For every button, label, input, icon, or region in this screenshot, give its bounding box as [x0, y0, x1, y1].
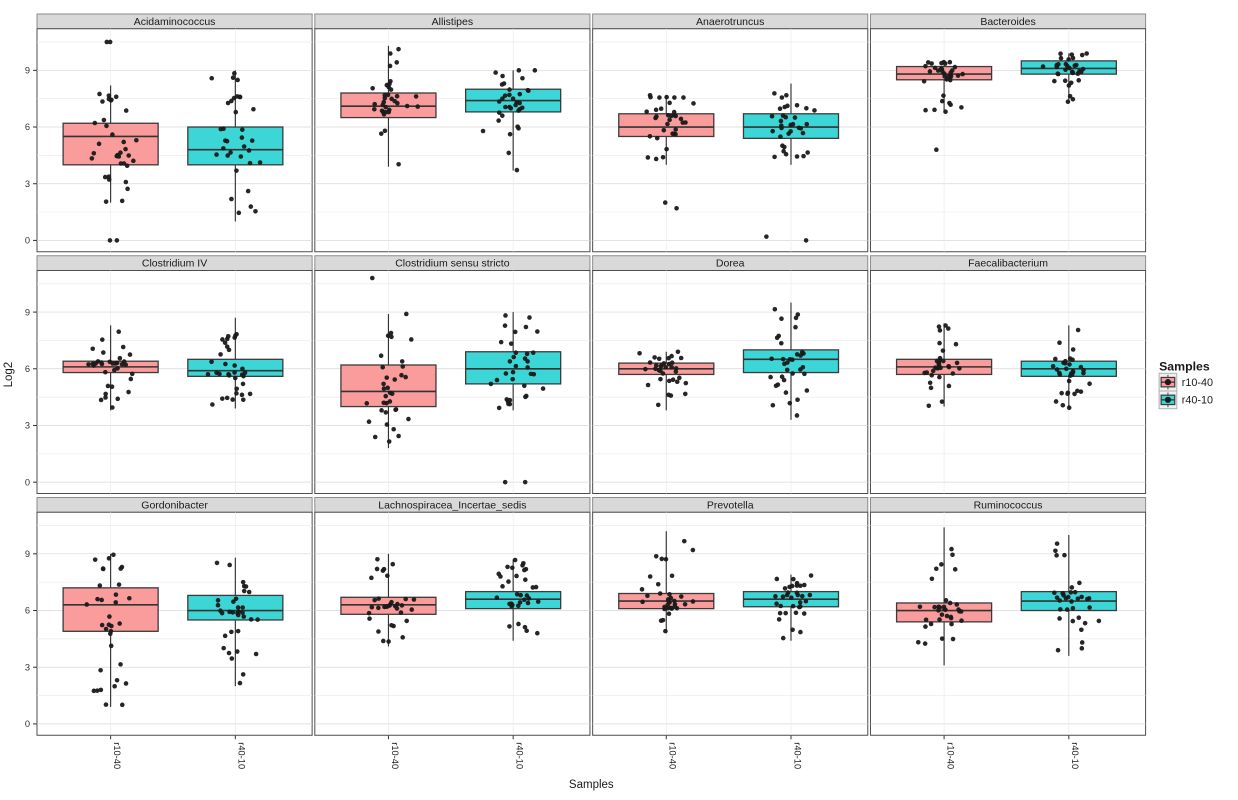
- svg-text:3: 3: [25, 421, 30, 431]
- svg-text:Bacteroides: Bacteroides: [980, 16, 1035, 28]
- svg-text:r40-10: r40-10: [792, 742, 802, 769]
- svg-text:3: 3: [25, 179, 30, 189]
- svg-text:Log2: Log2: [3, 362, 15, 388]
- svg-text:Prevotella: Prevotella: [707, 499, 754, 511]
- svg-text:r10-40: r10-40: [945, 742, 955, 769]
- svg-text:3: 3: [25, 662, 30, 672]
- svg-text:Faecalibacterium: Faecalibacterium: [968, 258, 1048, 270]
- svg-text:r10-40: r10-40: [668, 742, 678, 769]
- svg-text:r10-40: r10-40: [390, 742, 400, 769]
- svg-text:Lachnospiracea_Incertae_sedis: Lachnospiracea_Incertae_sedis: [378, 499, 526, 511]
- svg-text:0: 0: [25, 719, 30, 729]
- svg-text:Clostridium IV: Clostridium IV: [142, 258, 207, 270]
- svg-text:6: 6: [25, 606, 30, 616]
- svg-text:Allistipes: Allistipes: [432, 16, 473, 28]
- svg-text:r40-10: r40-10: [237, 742, 247, 769]
- svg-text:0: 0: [25, 477, 30, 487]
- svg-text:6: 6: [25, 364, 30, 374]
- svg-text:6: 6: [25, 122, 30, 132]
- svg-text:r40-10: r40-10: [514, 742, 524, 769]
- svg-text:9: 9: [25, 66, 30, 76]
- svg-text:Anaerotruncus: Anaerotruncus: [696, 16, 764, 28]
- svg-text:Samples: Samples: [1159, 360, 1210, 374]
- svg-text:Samples: Samples: [569, 779, 614, 791]
- svg-text:0: 0: [25, 236, 30, 246]
- svg-text:r10-40: r10-40: [112, 742, 122, 769]
- svg-text:r40-10: r40-10: [1070, 742, 1080, 769]
- svg-text:Dorea: Dorea: [716, 258, 745, 270]
- svg-text:r40-10: r40-10: [1182, 395, 1213, 407]
- svg-text:Acidaminococcus: Acidaminococcus: [134, 16, 216, 28]
- svg-text:Clostridium sensu stricto: Clostridium sensu stricto: [395, 258, 510, 270]
- svg-text:9: 9: [25, 549, 30, 559]
- svg-text:Gordonibacter: Gordonibacter: [141, 499, 208, 511]
- svg-text:r10-40: r10-40: [1182, 377, 1213, 389]
- svg-text:9: 9: [25, 307, 30, 317]
- svg-text:Ruminococcus: Ruminococcus: [974, 499, 1043, 511]
